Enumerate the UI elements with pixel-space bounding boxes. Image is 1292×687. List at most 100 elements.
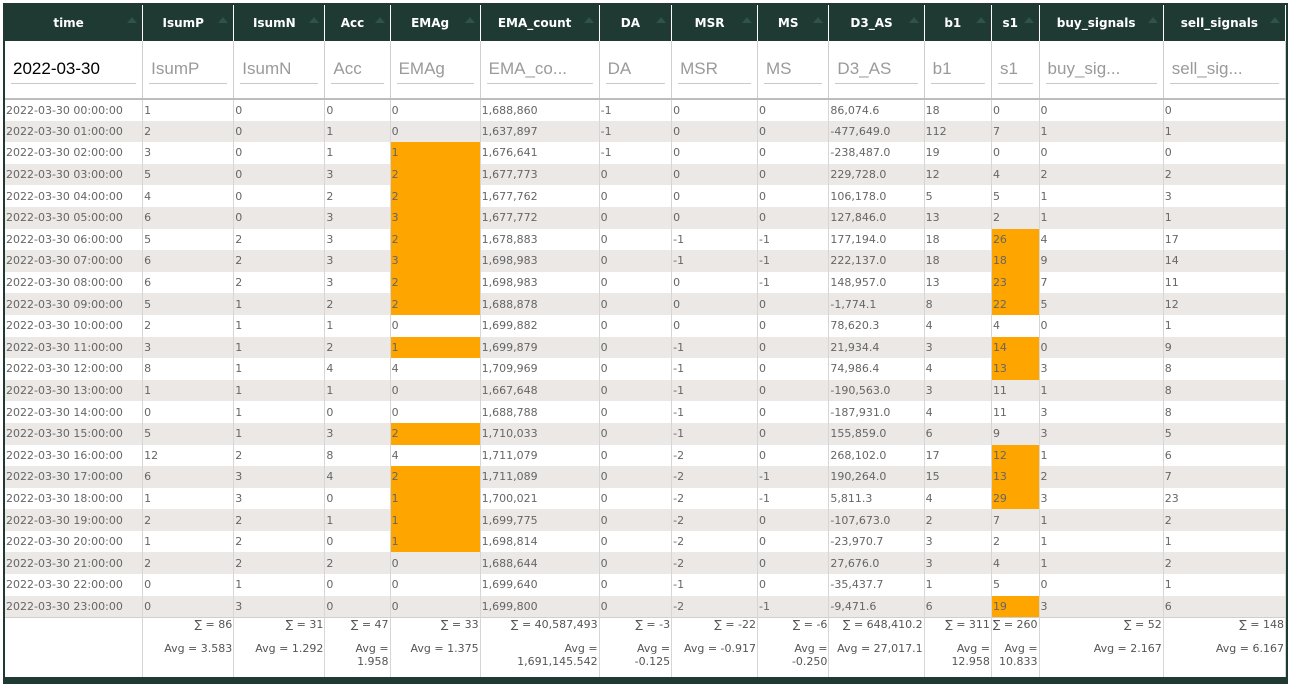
column-header-ema-count[interactable]: EMA_count	[480, 5, 600, 41]
column-header-s1[interactable]: s1	[991, 5, 1040, 41]
table-row[interactable]: 2022-03-30 23:00:00 0 3 0 0 1,699,800 0 -2 -1 -9,…	[5, 595, 1286, 618]
table-row[interactable]: 2022-03-30 02:00:00 3 0 1 1 1,676,641 -1 0 0 -238…	[5, 142, 1286, 164]
filter-input-b1[interactable]	[930, 55, 985, 84]
column-header-d3-as[interactable]: D3_AS	[828, 5, 925, 41]
cell-b1: 3	[924, 379, 992, 402]
cell-ms: -1	[757, 228, 830, 251]
sort-arrow-icon[interactable]	[813, 17, 824, 23]
table-row[interactable]: 2022-03-30 03:00:00 5 0 3 2 1,677,773 0 0 0 229,7…	[5, 163, 1286, 186]
cell-da: 0	[599, 530, 673, 553]
filter-input-acc[interactable]	[331, 55, 384, 84]
column-header-label: MSR	[694, 16, 725, 30]
cell-msr: -2	[671, 487, 758, 510]
sort-arrow-icon[interactable]	[742, 17, 752, 23]
cell-emag: 1	[390, 142, 481, 164]
cell-s1: 4	[991, 552, 1040, 575]
filter-input-sell-signals[interactable]	[1169, 55, 1279, 84]
cell-emag: 0	[390, 99, 481, 121]
column-header-ms[interactable]: MS	[757, 5, 830, 41]
sort-arrow-icon[interactable]	[1270, 17, 1280, 23]
table-row[interactable]: 2022-03-30 00:00:00 1 0 0 0 1,688,860 -1 0 0 86,0…	[5, 99, 1286, 121]
cell-acc: 3	[324, 206, 391, 229]
sort-arrow-icon[interactable]	[583, 17, 594, 23]
table-row[interactable]: 2022-03-30 17:00:00 6 3 4 2 1,711,089 0 -2 -1 190…	[5, 466, 1286, 488]
table-row[interactable]: 2022-03-30 11:00:00 3 1 2 1 1,699,879 0 -1 0 21,9…	[5, 336, 1286, 359]
table-row[interactable]: 2022-03-30 19:00:00 2 2 1 1 1,699,775 0 -2 0 -107…	[5, 509, 1286, 531]
filter-input-ema-count[interactable]	[486, 55, 593, 84]
column-header-isumn[interactable]: IsumN	[233, 5, 326, 41]
cell-b1: 18	[924, 99, 992, 121]
table-row[interactable]: 2022-03-30 16:00:00 12 2 8 4 1,711,079 0 -2 0 268…	[5, 444, 1286, 467]
cell-isumn: 1	[233, 401, 326, 423]
column-header-acc[interactable]: Acc	[324, 5, 391, 41]
sort-arrow-icon[interactable]	[464, 17, 475, 23]
filter-input-isump[interactable]	[149, 55, 228, 84]
table-row[interactable]: 2022-03-30 07:00:00 6 2 3 3 1,698,983 0 -1 -1 222…	[5, 250, 1286, 272]
table-row[interactable]: 2022-03-30 14:00:00 0 1 0 0 1,688,788 0 -1 0 -187…	[5, 401, 1286, 423]
table-row[interactable]: 2022-03-30 08:00:00 6 2 3 2 1,698,983 0 0 -1 148,…	[5, 271, 1286, 294]
filter-input-buy-signals[interactable]	[1045, 55, 1157, 84]
cell-buy-signals: 1	[1039, 379, 1164, 402]
cell-b1: 6	[924, 422, 992, 445]
cell-s1: 4	[991, 163, 1040, 186]
sort-arrow-icon[interactable]	[127, 17, 138, 23]
sum-b1: ∑ = 311	[924, 616, 992, 640]
table-row[interactable]: 2022-03-30 06:00:00 5 2 3 2 1,678,883 0 -1 -1 177…	[5, 228, 1286, 251]
column-header-da[interactable]: DA	[599, 5, 673, 41]
cell-emag: 2	[390, 163, 481, 186]
table-row[interactable]: 2022-03-30 18:00:00 1 3 0 1 1,700,021 0 -2 -1 5,8…	[5, 487, 1286, 510]
column-header-label: IsumP	[162, 16, 204, 30]
table-row[interactable]: 2022-03-30 13:00:00 1 1 1 0 1,667,648 0 -1 0 -190…	[5, 379, 1286, 402]
cell-acc: 4	[324, 358, 391, 380]
filter-cell-d3-as	[828, 41, 925, 100]
filter-input-d3-as[interactable]	[835, 55, 918, 84]
sort-arrow-icon[interactable]	[908, 17, 919, 23]
table-row[interactable]: 2022-03-30 09:00:00 5 1 2 2 1,688,878 0 0 0 -1,77…	[5, 293, 1286, 315]
table-row[interactable]: 2022-03-30 21:00:00 2 2 2 0 1,688,644 0 -2 0 27,6…	[5, 552, 1286, 575]
column-header-emag[interactable]: EMAg	[390, 5, 481, 41]
cell-time: 2022-03-30 00:00:00	[5, 99, 144, 121]
column-header-msr[interactable]: MSR	[671, 5, 758, 41]
cell-time: 2022-03-30 09:00:00	[5, 293, 144, 315]
filter-input-msr[interactable]	[678, 55, 751, 84]
table-row[interactable]: 2022-03-30 10:00:00 2 1 1 0 1,699,882 0 0 0 78,62…	[5, 314, 1286, 337]
cell-buy-signals: 7	[1039, 271, 1164, 294]
table-row[interactable]: 2022-03-30 05:00:00 6 0 3 3 1,677,772 0 0 0 127,8…	[5, 206, 1286, 229]
table-row[interactable]: 2022-03-30 22:00:00 0 1 0 0 1,699,640 0 -1 0 -35,…	[5, 574, 1286, 596]
cell-buy-signals: 9	[1039, 250, 1164, 272]
column-header-label: IsumN	[252, 16, 296, 30]
filter-input-time[interactable]	[11, 55, 137, 84]
sort-arrow-icon[interactable]	[1023, 17, 1034, 23]
column-header-isump[interactable]: IsumP	[142, 5, 235, 41]
column-header-label: EMA_count	[497, 16, 572, 30]
filter-input-ms[interactable]	[764, 55, 823, 84]
cell-msr: -1	[671, 401, 758, 423]
filter-input-isumn[interactable]	[240, 55, 319, 84]
column-header-sell-signals[interactable]: sell_signals	[1163, 5, 1286, 41]
column-header-b1[interactable]: b1	[924, 5, 992, 41]
sort-arrow-icon[interactable]	[975, 17, 986, 23]
table-row[interactable]: 2022-03-30 15:00:00 5 1 3 2 1,710,033 0 -1 0 155,…	[5, 422, 1286, 445]
cell-acc: 2	[324, 552, 391, 575]
data-table: time IsumP IsumN Acc EMAg EMA_count DA MSR MS D3_…	[5, 5, 1286, 678]
table-row[interactable]: 2022-03-30 01:00:00 2 0 1 0 1,637,897 -1 0 0 -477…	[5, 120, 1286, 143]
cell-isump: 2	[142, 120, 235, 143]
sort-arrow-icon[interactable]	[374, 17, 385, 23]
column-header-time[interactable]: time	[5, 5, 144, 41]
column-header-buy-signals[interactable]: buy_signals	[1039, 5, 1164, 41]
filter-input-s1[interactable]	[997, 55, 1033, 84]
sort-arrow-icon[interactable]	[218, 17, 229, 23]
cell-msr: -2	[671, 530, 758, 553]
filter-input-emag[interactable]	[396, 55, 474, 84]
cell-isumn: 1	[233, 422, 326, 445]
cell-s1: 14	[991, 336, 1040, 359]
table-row[interactable]: 2022-03-30 20:00:00 1 2 0 1 1,698,814 0 -2 0 -23,…	[5, 530, 1286, 553]
cell-s1: 2	[991, 530, 1040, 553]
sum-msr: ∑ = -22	[671, 616, 758, 640]
sort-arrow-icon[interactable]	[309, 17, 320, 23]
table-row[interactable]: 2022-03-30 04:00:00 4 0 2 2 1,677,762 0 0 0 106,1…	[5, 185, 1286, 207]
filter-input-da[interactable]	[605, 55, 666, 84]
sort-arrow-icon[interactable]	[656, 17, 667, 23]
table-row[interactable]: 2022-03-30 12:00:00 8 1 4 4 1,709,969 0 -1 0 74,9…	[5, 358, 1286, 380]
sort-arrow-icon[interactable]	[1147, 17, 1158, 23]
